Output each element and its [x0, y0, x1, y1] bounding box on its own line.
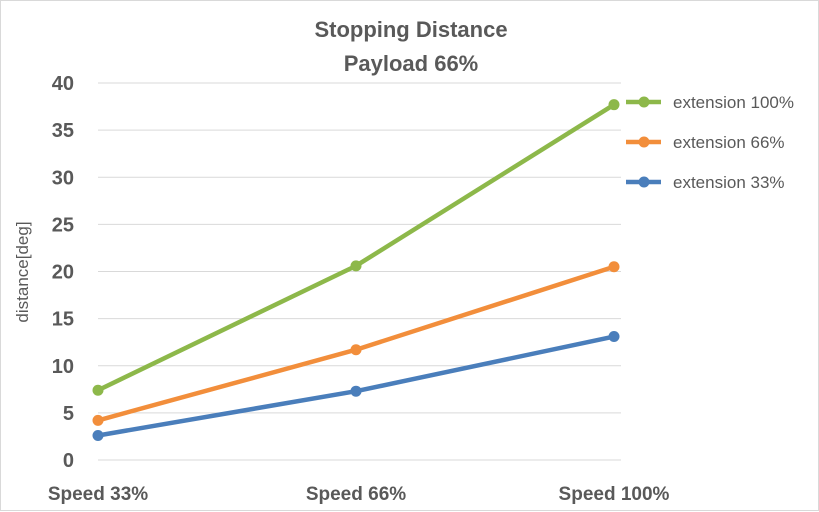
legend-marker — [638, 136, 650, 148]
y-tick-label: 15 — [52, 309, 74, 331]
data-point — [608, 331, 620, 343]
y-tick-label: 0 — [63, 450, 74, 472]
y-tick-label: 20 — [52, 262, 74, 284]
x-tick-label: Speed 66% — [306, 484, 406, 505]
data-point — [92, 429, 104, 441]
legend-marker — [638, 176, 650, 188]
legend-marker — [638, 96, 650, 108]
x-tick-label: Speed 33% — [48, 484, 148, 505]
chart-subtitle: Payload 66% — [344, 51, 479, 76]
y-tick-label: 35 — [52, 120, 74, 142]
chart-title: Stopping Distance — [314, 17, 507, 42]
data-point — [350, 260, 362, 272]
x-tick-label: Speed 100% — [559, 484, 670, 505]
data-point — [608, 261, 620, 273]
y-tick-label: 25 — [52, 214, 74, 236]
legend-label: extension 66% — [673, 133, 785, 152]
legend-label: extension 100% — [673, 93, 794, 112]
y-tick-label: 10 — [52, 356, 74, 378]
y-tick-label: 5 — [63, 403, 74, 425]
y-axis-label: distance[deg] — [13, 221, 32, 322]
data-point — [350, 385, 362, 397]
data-point — [608, 99, 620, 111]
y-tick-label: 30 — [52, 167, 74, 189]
data-point — [92, 414, 104, 426]
data-point — [350, 344, 362, 356]
series-line — [97, 264, 615, 423]
legend-label: extension 33% — [673, 173, 785, 192]
data-point — [92, 384, 104, 396]
y-tick-label: 40 — [52, 73, 74, 95]
